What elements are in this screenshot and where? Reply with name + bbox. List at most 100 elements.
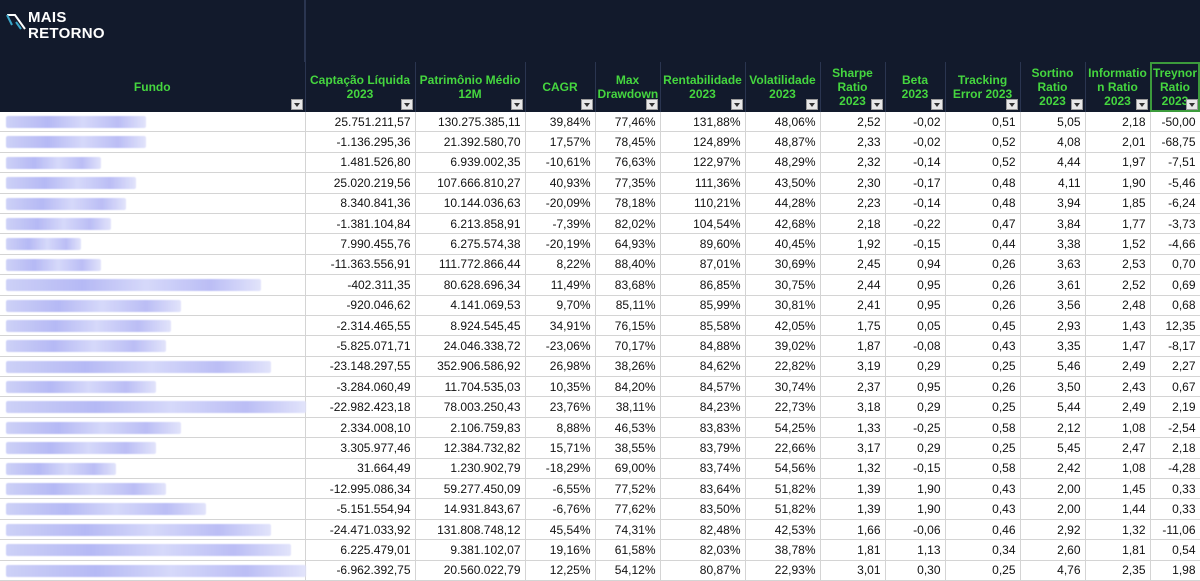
cell[interactable]: 77,46%	[595, 112, 661, 133]
cell[interactable]: -12.995.086,34	[305, 478, 416, 500]
cell[interactable]: 22,82%	[745, 356, 821, 378]
cell[interactable]: -0,22	[885, 213, 946, 235]
cell[interactable]: 2,01	[1085, 131, 1151, 153]
cell[interactable]: 110,21%	[660, 193, 746, 214]
cell[interactable]: 2,23	[820, 193, 886, 214]
cell[interactable]: 84,88%	[660, 335, 746, 357]
cell[interactable]: 10,35%	[525, 376, 596, 398]
cell[interactable]: 0,29	[885, 396, 946, 418]
cell[interactable]: 83,79%	[660, 437, 746, 459]
cell[interactable]: -402.311,35	[305, 274, 416, 296]
cell[interactable]: 2,42	[1020, 458, 1086, 480]
cell[interactable]: 25.020.219,56	[305, 172, 416, 194]
filter-dropdown-icon[interactable]	[930, 99, 943, 110]
cell[interactable]: 3,01	[820, 560, 886, 581]
cell[interactable]: 0,29	[885, 437, 946, 459]
cell[interactable]: 2,18	[1150, 437, 1200, 459]
cell[interactable]: -5,46	[1150, 172, 1200, 194]
cell[interactable]: -5.825.071,71	[305, 335, 416, 357]
cell[interactable]: 77,35%	[595, 172, 661, 194]
cell[interactable]: 89,60%	[660, 233, 746, 255]
cell[interactable]: 0,68	[1150, 295, 1200, 316]
cell[interactable]: 131.808.748,12	[415, 519, 526, 541]
cell[interactable]: 0,52	[945, 131, 1021, 153]
cell[interactable]: -0,15	[885, 233, 946, 255]
cell[interactable]: 76,15%	[595, 315, 661, 337]
fund-name-redacted[interactable]	[0, 458, 306, 480]
cell[interactable]: 85,99%	[660, 295, 746, 316]
cell[interactable]: 3,56	[1020, 295, 1086, 316]
cell[interactable]: -8,17	[1150, 335, 1200, 357]
cell[interactable]: 38,55%	[595, 437, 661, 459]
cell[interactable]: 0,48	[945, 172, 1021, 194]
cell[interactable]: -11.363.556,91	[305, 254, 416, 276]
cell[interactable]: 0,70	[1150, 254, 1200, 276]
cell[interactable]: 0,43	[945, 498, 1021, 520]
cell[interactable]: 2,49	[1085, 396, 1151, 418]
filter-dropdown-icon[interactable]	[400, 99, 413, 110]
cell[interactable]: 0,26	[945, 254, 1021, 276]
cell[interactable]: 2,92	[1020, 519, 1086, 541]
cell[interactable]: 45,54%	[525, 519, 596, 541]
cell[interactable]: 76,63%	[595, 152, 661, 174]
cell[interactable]: 1,39	[820, 478, 886, 500]
cell[interactable]: -0,02	[885, 131, 946, 153]
cell[interactable]: 20.560.022,79	[415, 560, 526, 581]
cell[interactable]: 0,95	[885, 295, 946, 316]
cell[interactable]: -10,61%	[525, 152, 596, 174]
cell[interactable]: 1,43	[1085, 315, 1151, 337]
cell[interactable]: 25.751.211,57	[305, 112, 416, 133]
cell[interactable]: -24.471.033,92	[305, 519, 416, 541]
cell[interactable]: 1,08	[1085, 458, 1151, 480]
cell[interactable]: -6,76%	[525, 498, 596, 520]
cell[interactable]: 2,12	[1020, 417, 1086, 439]
cell[interactable]: 48,29%	[745, 152, 821, 174]
table-row[interactable]: -402.311,35 80.628.696,34 11,49% 83,68% 86,8…	[0, 274, 1200, 296]
cell[interactable]: 0,46	[945, 519, 1021, 541]
cell[interactable]: 86,85%	[660, 274, 746, 296]
column-header-8[interactable]: Beta 2023	[885, 62, 946, 112]
cell[interactable]: 2,32	[820, 152, 886, 174]
cell[interactable]: 0,95	[885, 274, 946, 296]
cell[interactable]: 1.230.902,79	[415, 458, 526, 480]
table-row[interactable]: -24.471.033,92 131.808.748,12 45,54% 74,31%…	[0, 519, 1200, 541]
cell[interactable]: 3,35	[1020, 335, 1086, 357]
cell[interactable]: -3.284.060,49	[305, 376, 416, 398]
filter-dropdown-icon[interactable]	[805, 99, 818, 110]
cell[interactable]: 2,53	[1085, 254, 1151, 276]
cell[interactable]: 78,18%	[595, 193, 661, 214]
cell[interactable]: 78.003.250,43	[415, 396, 526, 418]
cell[interactable]: 1,92	[820, 233, 886, 255]
cell[interactable]: 14.931.843,67	[415, 498, 526, 520]
cell[interactable]: 30,75%	[745, 274, 821, 296]
cell[interactable]: 8.340.841,36	[305, 193, 416, 214]
cell[interactable]: 6.939.002,35	[415, 152, 526, 174]
cell[interactable]: 84,23%	[660, 396, 746, 418]
cell[interactable]: 1,75	[820, 315, 886, 337]
cell[interactable]: 26,98%	[525, 356, 596, 378]
cell[interactable]: 3.305.977,46	[305, 437, 416, 459]
cell[interactable]: 21.392.580,70	[415, 131, 526, 153]
cell[interactable]: 1,52	[1085, 233, 1151, 255]
fund-name-redacted[interactable]	[0, 478, 306, 500]
column-header-1[interactable]: Captação Líquida 2023	[305, 62, 416, 112]
cell[interactable]: 1,77	[1085, 213, 1151, 235]
cell[interactable]: 88,40%	[595, 254, 661, 276]
cell[interactable]: 78,45%	[595, 131, 661, 153]
cell[interactable]: 0,29	[885, 356, 946, 378]
fund-name-redacted[interactable]	[0, 172, 306, 194]
cell[interactable]: 80,87%	[660, 560, 746, 581]
cell[interactable]: 22,73%	[745, 396, 821, 418]
cell[interactable]: 0,26	[945, 376, 1021, 398]
cell[interactable]: 2,43	[1085, 376, 1151, 398]
fund-name-redacted[interactable]	[0, 560, 306, 581]
cell[interactable]: 22,66%	[745, 437, 821, 459]
cell[interactable]: 2.106.759,83	[415, 417, 526, 439]
cell[interactable]: 74,31%	[595, 519, 661, 541]
cell[interactable]: -0,14	[885, 193, 946, 214]
cell[interactable]: 0,33	[1150, 478, 1200, 500]
cell[interactable]: 39,84%	[525, 112, 596, 133]
cell[interactable]: 83,74%	[660, 458, 746, 480]
column-header-6[interactable]: Volatilidade 2023	[745, 62, 821, 112]
cell[interactable]: 30,74%	[745, 376, 821, 398]
